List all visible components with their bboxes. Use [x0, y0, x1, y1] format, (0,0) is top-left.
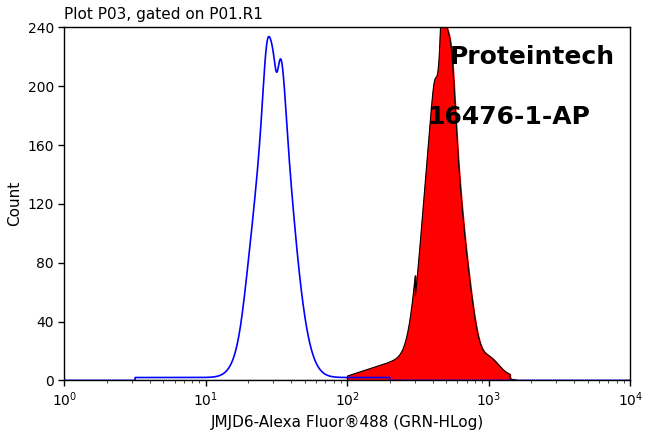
Y-axis label: Count: Count [7, 181, 22, 226]
Text: Proteintech: Proteintech [449, 45, 614, 69]
Text: Plot P03, gated on P01.R1: Plot P03, gated on P01.R1 [64, 7, 263, 22]
X-axis label: JMJD6-Alexa Fluor®488 (GRN-HLog): JMJD6-Alexa Fluor®488 (GRN-HLog) [211, 415, 484, 430]
Text: 16476-1-AP: 16476-1-AP [426, 105, 590, 129]
